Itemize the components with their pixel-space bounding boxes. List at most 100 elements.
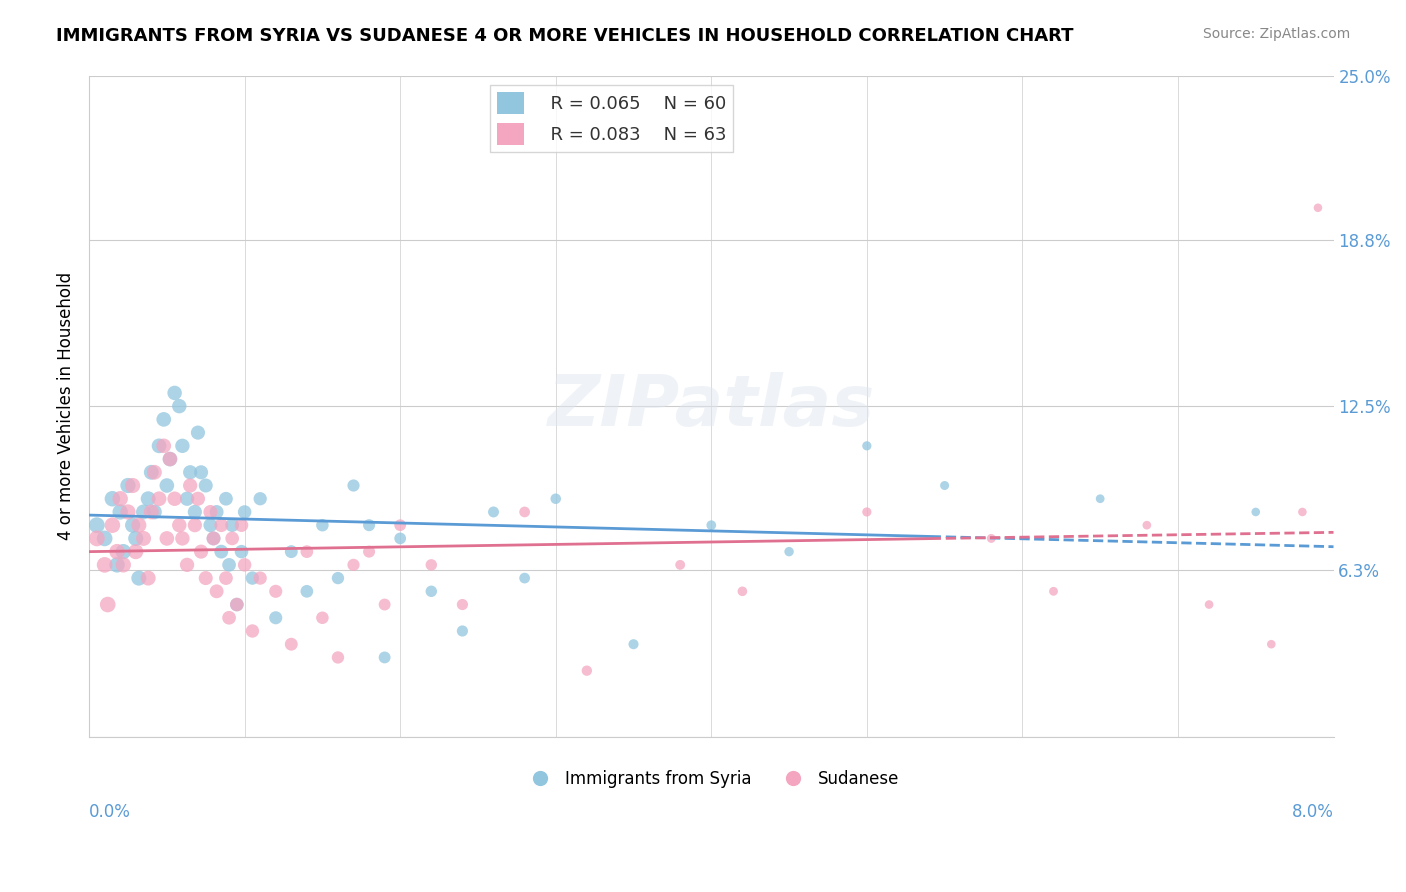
- Point: [389, 518, 412, 533]
- Point: [249, 491, 271, 506]
- Point: [856, 439, 879, 453]
- Point: [101, 518, 124, 533]
- Point: [86, 532, 108, 546]
- Point: [93, 558, 115, 572]
- Point: [163, 491, 186, 506]
- Point: [108, 505, 131, 519]
- Point: [190, 544, 212, 558]
- Point: [623, 637, 645, 651]
- Point: [205, 505, 228, 519]
- Point: [143, 465, 166, 479]
- Point: [202, 532, 225, 546]
- Point: [215, 491, 238, 506]
- Point: [326, 571, 349, 585]
- Point: [221, 532, 243, 546]
- Legend: Immigrants from Syria, Sudanese: Immigrants from Syria, Sudanese: [516, 764, 905, 795]
- Point: [311, 518, 333, 533]
- Point: [249, 571, 271, 585]
- Point: [342, 478, 364, 492]
- Point: [152, 412, 174, 426]
- Point: [357, 518, 380, 533]
- Point: [389, 532, 412, 546]
- Text: 8.0%: 8.0%: [1292, 803, 1333, 821]
- Text: IMMIGRANTS FROM SYRIA VS SUDANESE 4 OR MORE VEHICLES IN HOUSEHOLD CORRELATION CH: IMMIGRANTS FROM SYRIA VS SUDANESE 4 OR M…: [56, 27, 1074, 45]
- Point: [156, 478, 179, 492]
- Point: [420, 558, 443, 572]
- Point: [669, 558, 692, 572]
- Point: [190, 465, 212, 479]
- Point: [513, 571, 536, 585]
- Point: [159, 452, 181, 467]
- Point: [420, 584, 443, 599]
- Point: [209, 518, 232, 533]
- Point: [141, 465, 163, 479]
- Point: [280, 637, 302, 651]
- Point: [148, 439, 170, 453]
- Point: [264, 611, 287, 625]
- Point: [1306, 201, 1329, 215]
- Point: [179, 465, 201, 479]
- Point: [108, 491, 131, 506]
- Point: [132, 505, 155, 519]
- Point: [143, 505, 166, 519]
- Point: [176, 491, 198, 506]
- Point: [295, 584, 318, 599]
- Point: [172, 439, 194, 453]
- Point: [179, 478, 201, 492]
- Point: [778, 544, 800, 558]
- Point: [117, 505, 139, 519]
- Text: 0.0%: 0.0%: [89, 803, 131, 821]
- Point: [194, 478, 217, 492]
- Point: [1136, 518, 1159, 533]
- Point: [159, 452, 181, 467]
- Point: [152, 439, 174, 453]
- Point: [225, 598, 247, 612]
- Point: [326, 650, 349, 665]
- Point: [231, 518, 253, 533]
- Point: [451, 624, 474, 638]
- Point: [148, 491, 170, 506]
- Point: [105, 544, 128, 558]
- Point: [112, 544, 135, 558]
- Point: [980, 532, 1002, 546]
- Point: [169, 399, 191, 413]
- Point: [202, 532, 225, 546]
- Point: [311, 611, 333, 625]
- Point: [242, 571, 264, 585]
- Point: [194, 571, 217, 585]
- Point: [163, 386, 186, 401]
- Point: [125, 532, 148, 546]
- Point: [342, 558, 364, 572]
- Point: [544, 491, 567, 506]
- Point: [225, 598, 247, 612]
- Point: [187, 425, 209, 440]
- Point: [184, 505, 207, 519]
- Point: [156, 532, 179, 546]
- Point: [187, 491, 209, 506]
- Point: [1088, 491, 1111, 506]
- Point: [128, 571, 150, 585]
- Point: [172, 532, 194, 546]
- Point: [731, 584, 754, 599]
- Point: [121, 478, 143, 492]
- Point: [200, 518, 222, 533]
- Point: [700, 518, 723, 533]
- Point: [141, 505, 163, 519]
- Point: [218, 558, 240, 572]
- Point: [169, 518, 191, 533]
- Text: ZIPatlas: ZIPatlas: [547, 372, 875, 441]
- Point: [209, 544, 232, 558]
- Point: [221, 518, 243, 533]
- Point: [575, 664, 598, 678]
- Point: [934, 478, 956, 492]
- Point: [1260, 637, 1282, 651]
- Point: [1198, 598, 1220, 612]
- Point: [218, 611, 240, 625]
- Point: [112, 558, 135, 572]
- Point: [233, 505, 256, 519]
- Point: [184, 518, 207, 533]
- Point: [374, 650, 396, 665]
- Point: [357, 544, 380, 558]
- Point: [86, 518, 108, 533]
- Point: [176, 558, 198, 572]
